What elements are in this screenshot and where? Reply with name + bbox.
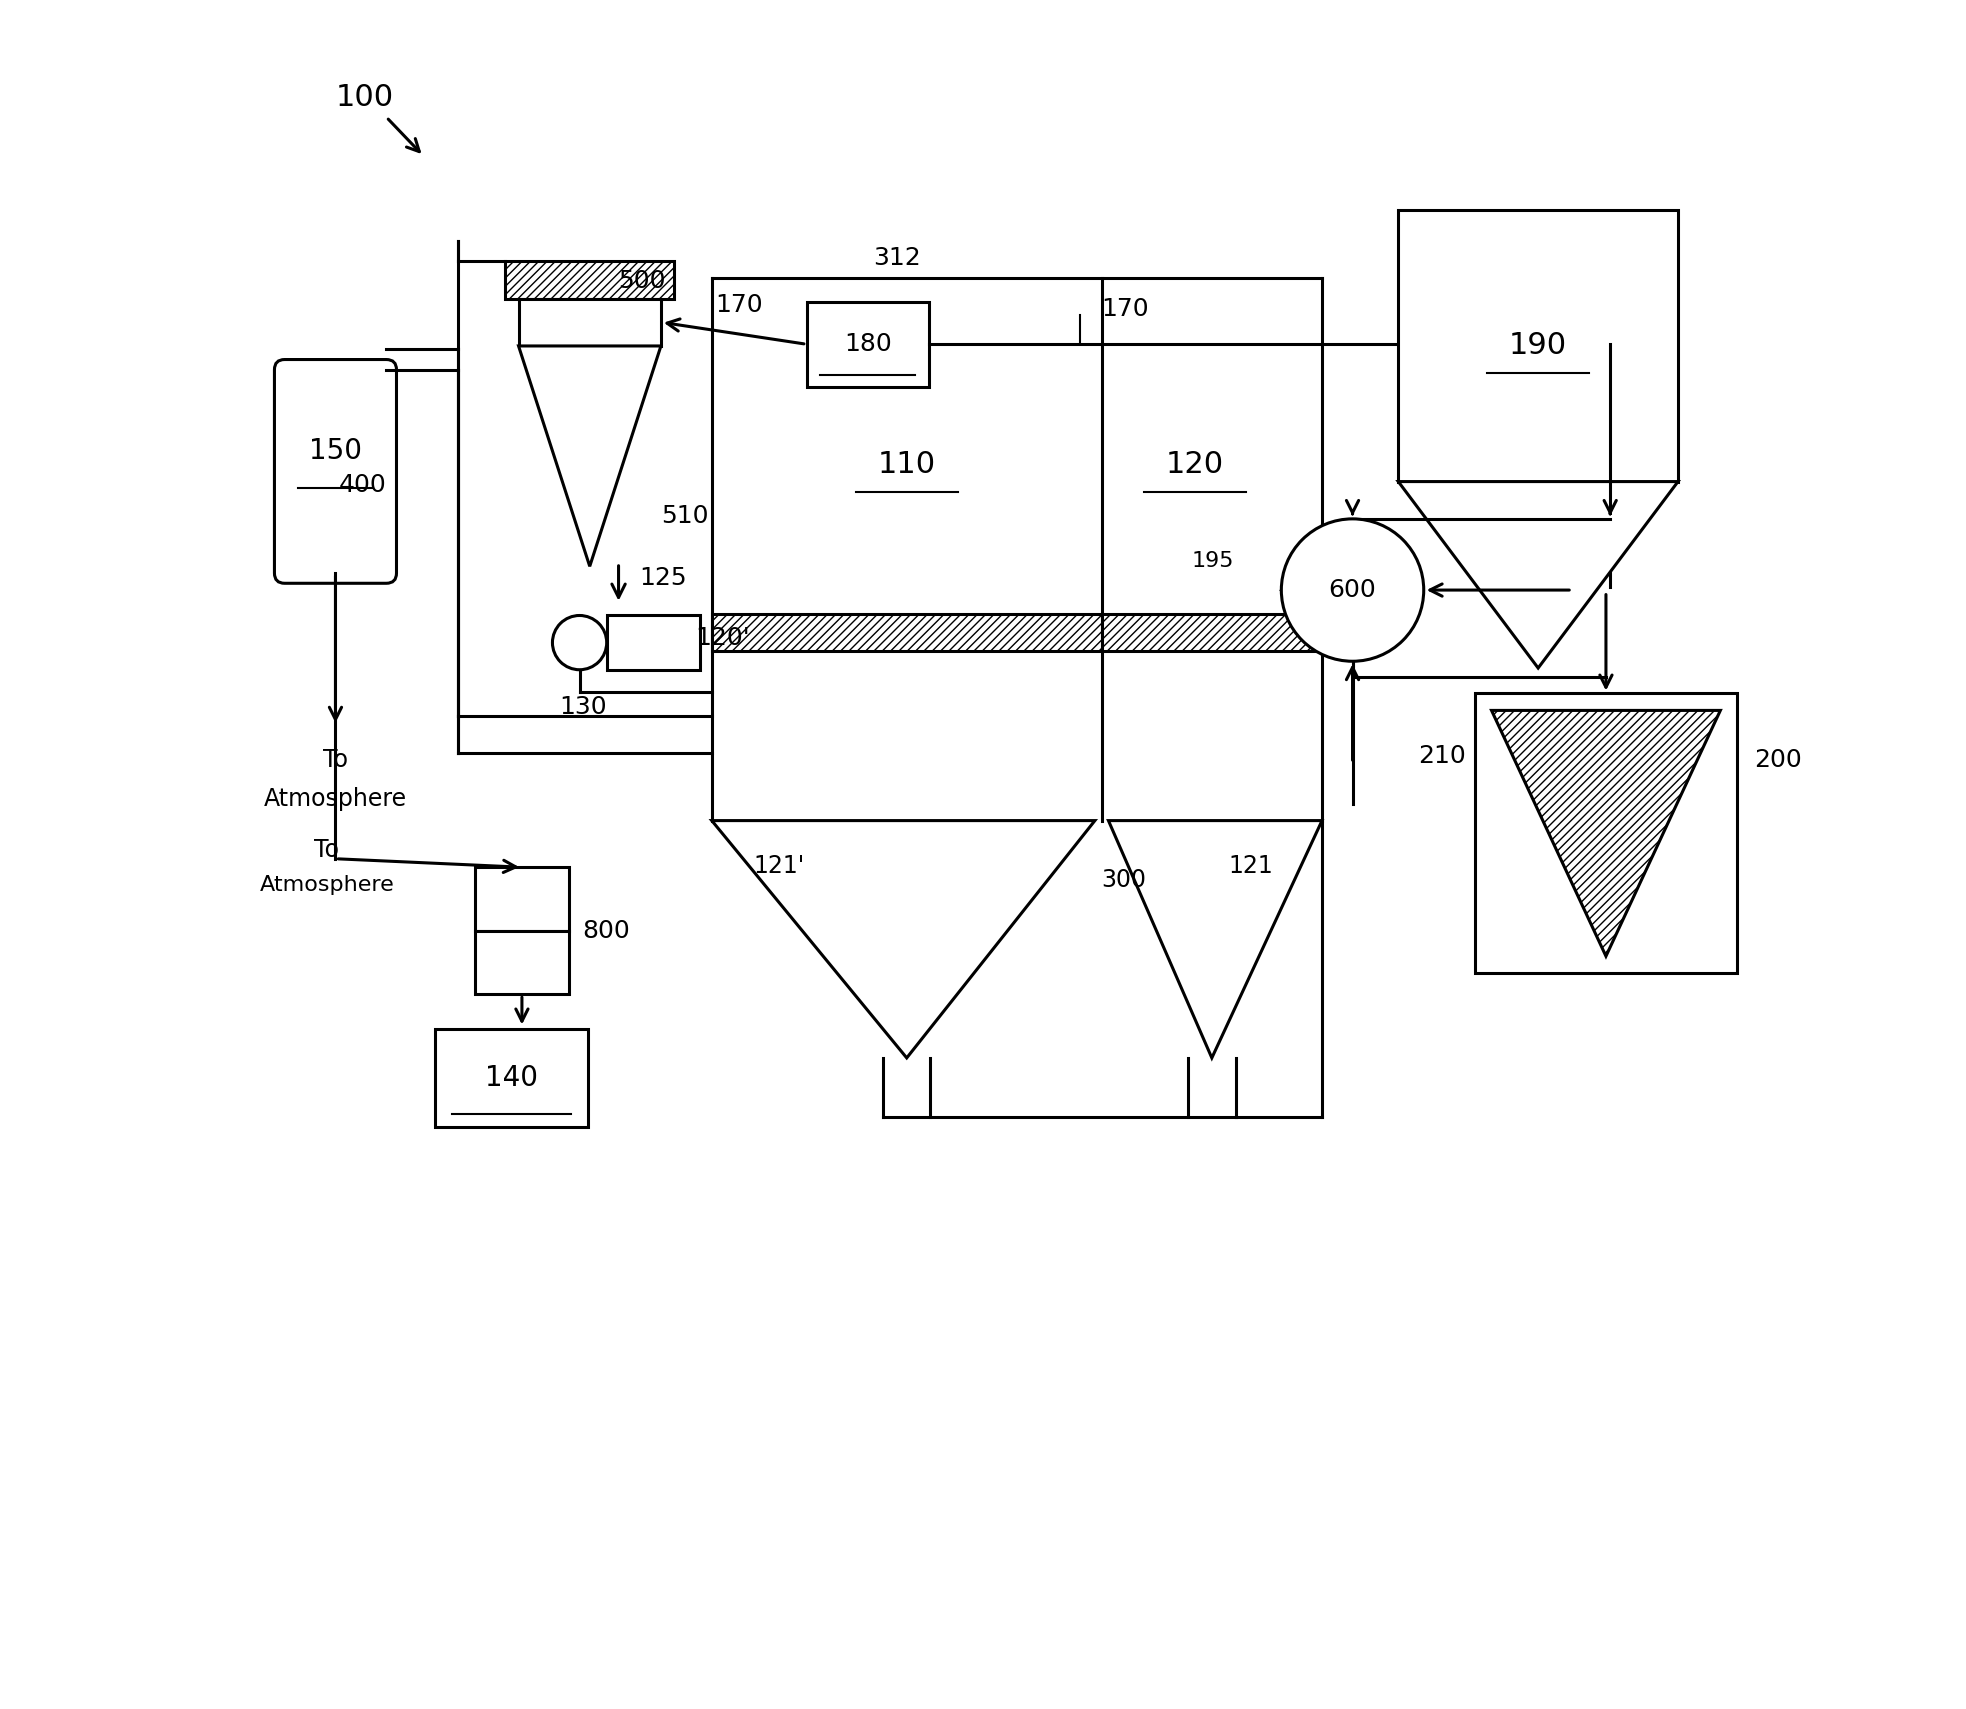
Bar (806, 302, 928, 386)
Polygon shape (1398, 482, 1679, 668)
Text: 170: 170 (1101, 297, 1150, 321)
Text: 120': 120' (694, 625, 749, 649)
Text: 140: 140 (486, 1065, 539, 1092)
Text: 800: 800 (582, 919, 629, 943)
Bar (519, 299, 661, 345)
Polygon shape (1109, 820, 1321, 1058)
FancyBboxPatch shape (275, 359, 397, 583)
Text: 510: 510 (661, 504, 708, 528)
Text: 190: 190 (1510, 332, 1567, 361)
Text: 130: 130 (558, 696, 607, 719)
Bar (476, 931, 568, 995)
Text: 200: 200 (1754, 747, 1803, 771)
Bar (712, 614, 1101, 651)
Circle shape (552, 615, 607, 670)
Text: Atmosphere: Atmosphere (263, 786, 407, 810)
Polygon shape (712, 820, 1095, 1058)
Bar (1398, 210, 1679, 482)
Text: 312: 312 (873, 246, 920, 270)
Bar (436, 1029, 588, 1128)
Text: 180: 180 (843, 332, 893, 355)
Text: To: To (315, 837, 340, 861)
Text: 120: 120 (1166, 449, 1225, 479)
Text: 125: 125 (639, 566, 686, 590)
Text: Atmosphere: Atmosphere (260, 875, 395, 896)
Polygon shape (519, 345, 661, 566)
Bar (476, 866, 568, 931)
Text: To: To (322, 749, 348, 772)
Polygon shape (1492, 711, 1720, 957)
Bar (1474, 694, 1738, 972)
Text: 150: 150 (309, 438, 362, 465)
Text: 195: 195 (1191, 552, 1235, 571)
Text: 121: 121 (1229, 854, 1274, 878)
Bar (1101, 614, 1321, 651)
Text: 100: 100 (336, 84, 393, 113)
Bar (607, 615, 700, 670)
Text: 110: 110 (877, 449, 936, 479)
Text: 121': 121' (753, 854, 804, 878)
Text: 170: 170 (716, 294, 763, 318)
Circle shape (1282, 520, 1423, 661)
Text: 210: 210 (1417, 743, 1467, 767)
Text: 600: 600 (1329, 578, 1376, 602)
Text: 400: 400 (338, 473, 387, 497)
Text: 500: 500 (619, 270, 666, 294)
Bar (505, 261, 674, 299)
Text: 300: 300 (1101, 868, 1146, 892)
